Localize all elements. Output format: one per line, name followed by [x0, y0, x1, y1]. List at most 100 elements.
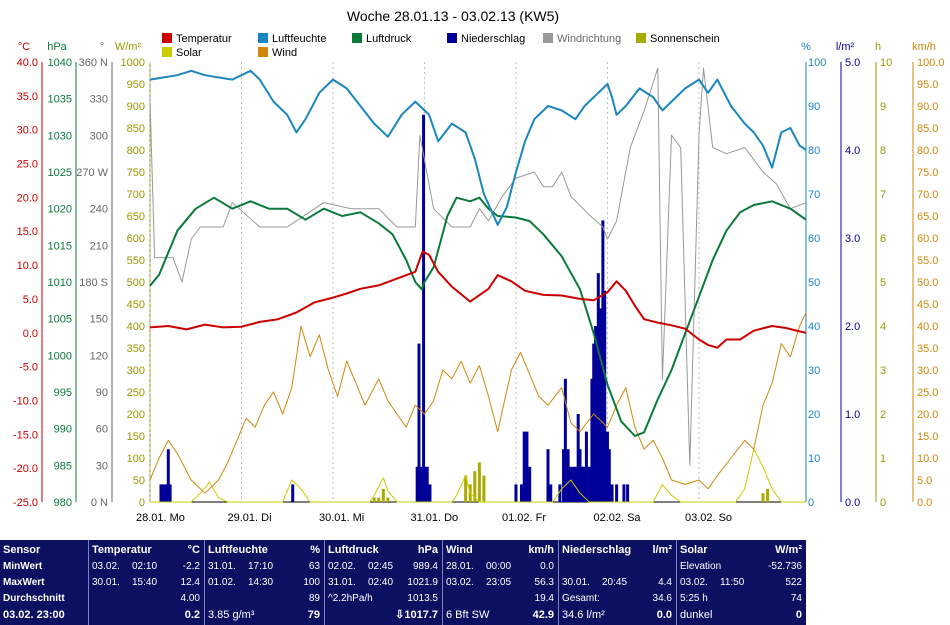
axis-tick-hum: 100: [808, 57, 826, 69]
axis-tick-sun: 9: [880, 101, 886, 113]
col-header: Wind km/h: [446, 544, 554, 557]
rain-bar: [622, 484, 626, 502]
axis-tick-wind: 80.0: [917, 145, 938, 157]
axis-tick-temp: -15.0: [13, 429, 38, 441]
axis-tick-wind: 0.0: [917, 497, 932, 509]
col-unit: l/m²: [652, 544, 672, 556]
table-col-sensor: Sensor MinWert MaxWert Durchschnitt 03.0…: [0, 540, 88, 625]
rain-bar: [603, 290, 607, 502]
cell-time: 11:50: [720, 577, 745, 588]
rain-bar: [164, 484, 168, 502]
series-line-luftdruck: [149, 196, 807, 437]
rain-bar: [428, 484, 432, 502]
table-row: 03.02. 23:05 56.3: [446, 576, 554, 589]
col-title: Temperatur: [92, 544, 152, 556]
axis-tick-sun: 2: [880, 409, 886, 421]
axis-tick-hum: 50: [808, 277, 820, 289]
axis-tick-solar: 0: [139, 497, 145, 509]
cell-value: -52.736: [768, 561, 802, 572]
table-row: 19.4: [446, 592, 554, 605]
cell-current-value: 0: [795, 609, 802, 621]
cell-date: 30.01.: [92, 577, 120, 588]
cell-time: 02:10: [132, 561, 158, 572]
axis-tick-dir: 240: [90, 204, 108, 216]
legend-swatch-wind: [258, 47, 268, 57]
sun-bar: [766, 488, 770, 502]
rain-bar: [419, 466, 423, 502]
axis-tick-sun: 3: [880, 365, 886, 377]
cell-value: 522: [785, 577, 802, 588]
table-col-temperatur: Temperatur °C 03.02. 02:10 -2.2 30.01. 15:40 12…: [88, 540, 204, 625]
axis-tick-hum: 60: [808, 233, 820, 245]
sun-bar: [477, 462, 481, 502]
rain-bar: [422, 114, 426, 503]
cell-date: Gesamt:: [562, 593, 600, 604]
axis-tick-temp: -5.0: [19, 362, 38, 374]
axis-tick-dir: 360 N: [79, 57, 108, 69]
cell-value: 0.0: [540, 561, 554, 572]
axis-tick-rain: 5.0: [845, 57, 860, 69]
axis-tick-sun: 8: [880, 145, 886, 157]
cell-value: 63: [308, 561, 320, 572]
legend-label-luftfeuchte: Luftfeuchte: [272, 33, 326, 45]
table-row: Gesamt: 34.6: [562, 592, 672, 605]
rain-bar: [519, 484, 523, 502]
table-row: 03.02. 11:50 522: [680, 576, 802, 589]
rain-bar: [578, 449, 582, 502]
axis-tick-wind: 75.0: [917, 167, 938, 179]
table-row-current: 0.2: [92, 609, 200, 622]
legend-label-windrichtung: Windrichtung: [557, 33, 621, 45]
rain-bar: [563, 378, 567, 502]
axis-tick-sun: 10: [880, 57, 892, 69]
rain-bar: [590, 378, 594, 502]
axis-tick-temp: -10.0: [13, 395, 38, 407]
x-axis-labels: 28.01. Mo 29.01. Di 30.01. Mi 31.01. Do 01.0…: [136, 512, 732, 524]
axis-tick-rain: 2.0: [845, 321, 860, 333]
cell-time: 23:05: [486, 577, 512, 588]
sun-bar: [761, 493, 765, 502]
col-header: Luftdruck hPa: [328, 544, 438, 557]
axis-tick-solar: 100: [127, 453, 145, 465]
axis-tick-press: 1040: [48, 57, 72, 69]
axis-tick-press: 1035: [48, 94, 72, 106]
row-label-current: 03.02. 23:00: [3, 609, 65, 621]
axis-tick-temp: 40.0: [17, 57, 38, 69]
legend-swatch-niederschlag: [447, 33, 457, 43]
cell-time: 02:45: [368, 561, 394, 572]
table-row: 02.02. 02:45 989.4: [328, 560, 438, 573]
rain-bar: [415, 466, 419, 502]
axis-tick-wind: 100.0: [917, 57, 945, 69]
axis-tick-rain: 0.0: [845, 497, 860, 509]
col-unit: %: [310, 544, 320, 556]
axis-tick-sun: 1: [880, 453, 886, 465]
axis-tick-wind: 5.0: [917, 475, 932, 487]
axis-tick-temp: 5.0: [23, 294, 38, 306]
axis-unit-solar: W/m²: [115, 41, 142, 53]
axis-tick-press: 990: [54, 424, 72, 436]
table-row: 30.01. 15:40 12.4: [92, 576, 200, 589]
sun-bar: [381, 488, 385, 502]
col-unit: hPa: [417, 544, 438, 556]
cell-value: 989.4: [412, 561, 438, 572]
cell-date: 01.02.: [208, 577, 236, 588]
axis-tick-press: 1020: [48, 204, 72, 216]
table-row-current: 6 Bft SW 42.9: [446, 609, 554, 622]
bars: [159, 114, 770, 503]
cell-current-label: 6 Bft SW: [446, 609, 490, 621]
axis-tick-press: 980: [54, 497, 72, 509]
axis-tick-press: 1015: [48, 240, 72, 252]
axis-tick-hum: 70: [808, 189, 820, 201]
axis-tick-wind: 35.0: [917, 343, 938, 355]
weather-week-chart: Woche 28.01.13 - 03.02.13 (KW5) Temperat…: [12, 8, 945, 524]
cell-current-label: 3.85 g/m³: [208, 609, 255, 621]
rain-bar: [584, 431, 588, 502]
axis-tick-solar: 900: [127, 101, 145, 113]
axis-tick-dir: 300: [90, 130, 108, 142]
axis-tick-wind: 25.0: [917, 387, 938, 399]
rain-bar: [598, 308, 602, 502]
axis-tick-solar: 600: [127, 233, 145, 245]
axis-tick-dir: 120: [90, 350, 108, 362]
cell-time: 20:45: [602, 577, 628, 588]
series-lines: [149, 67, 807, 503]
x-tick-label: 01.02. Fr: [502, 512, 546, 524]
